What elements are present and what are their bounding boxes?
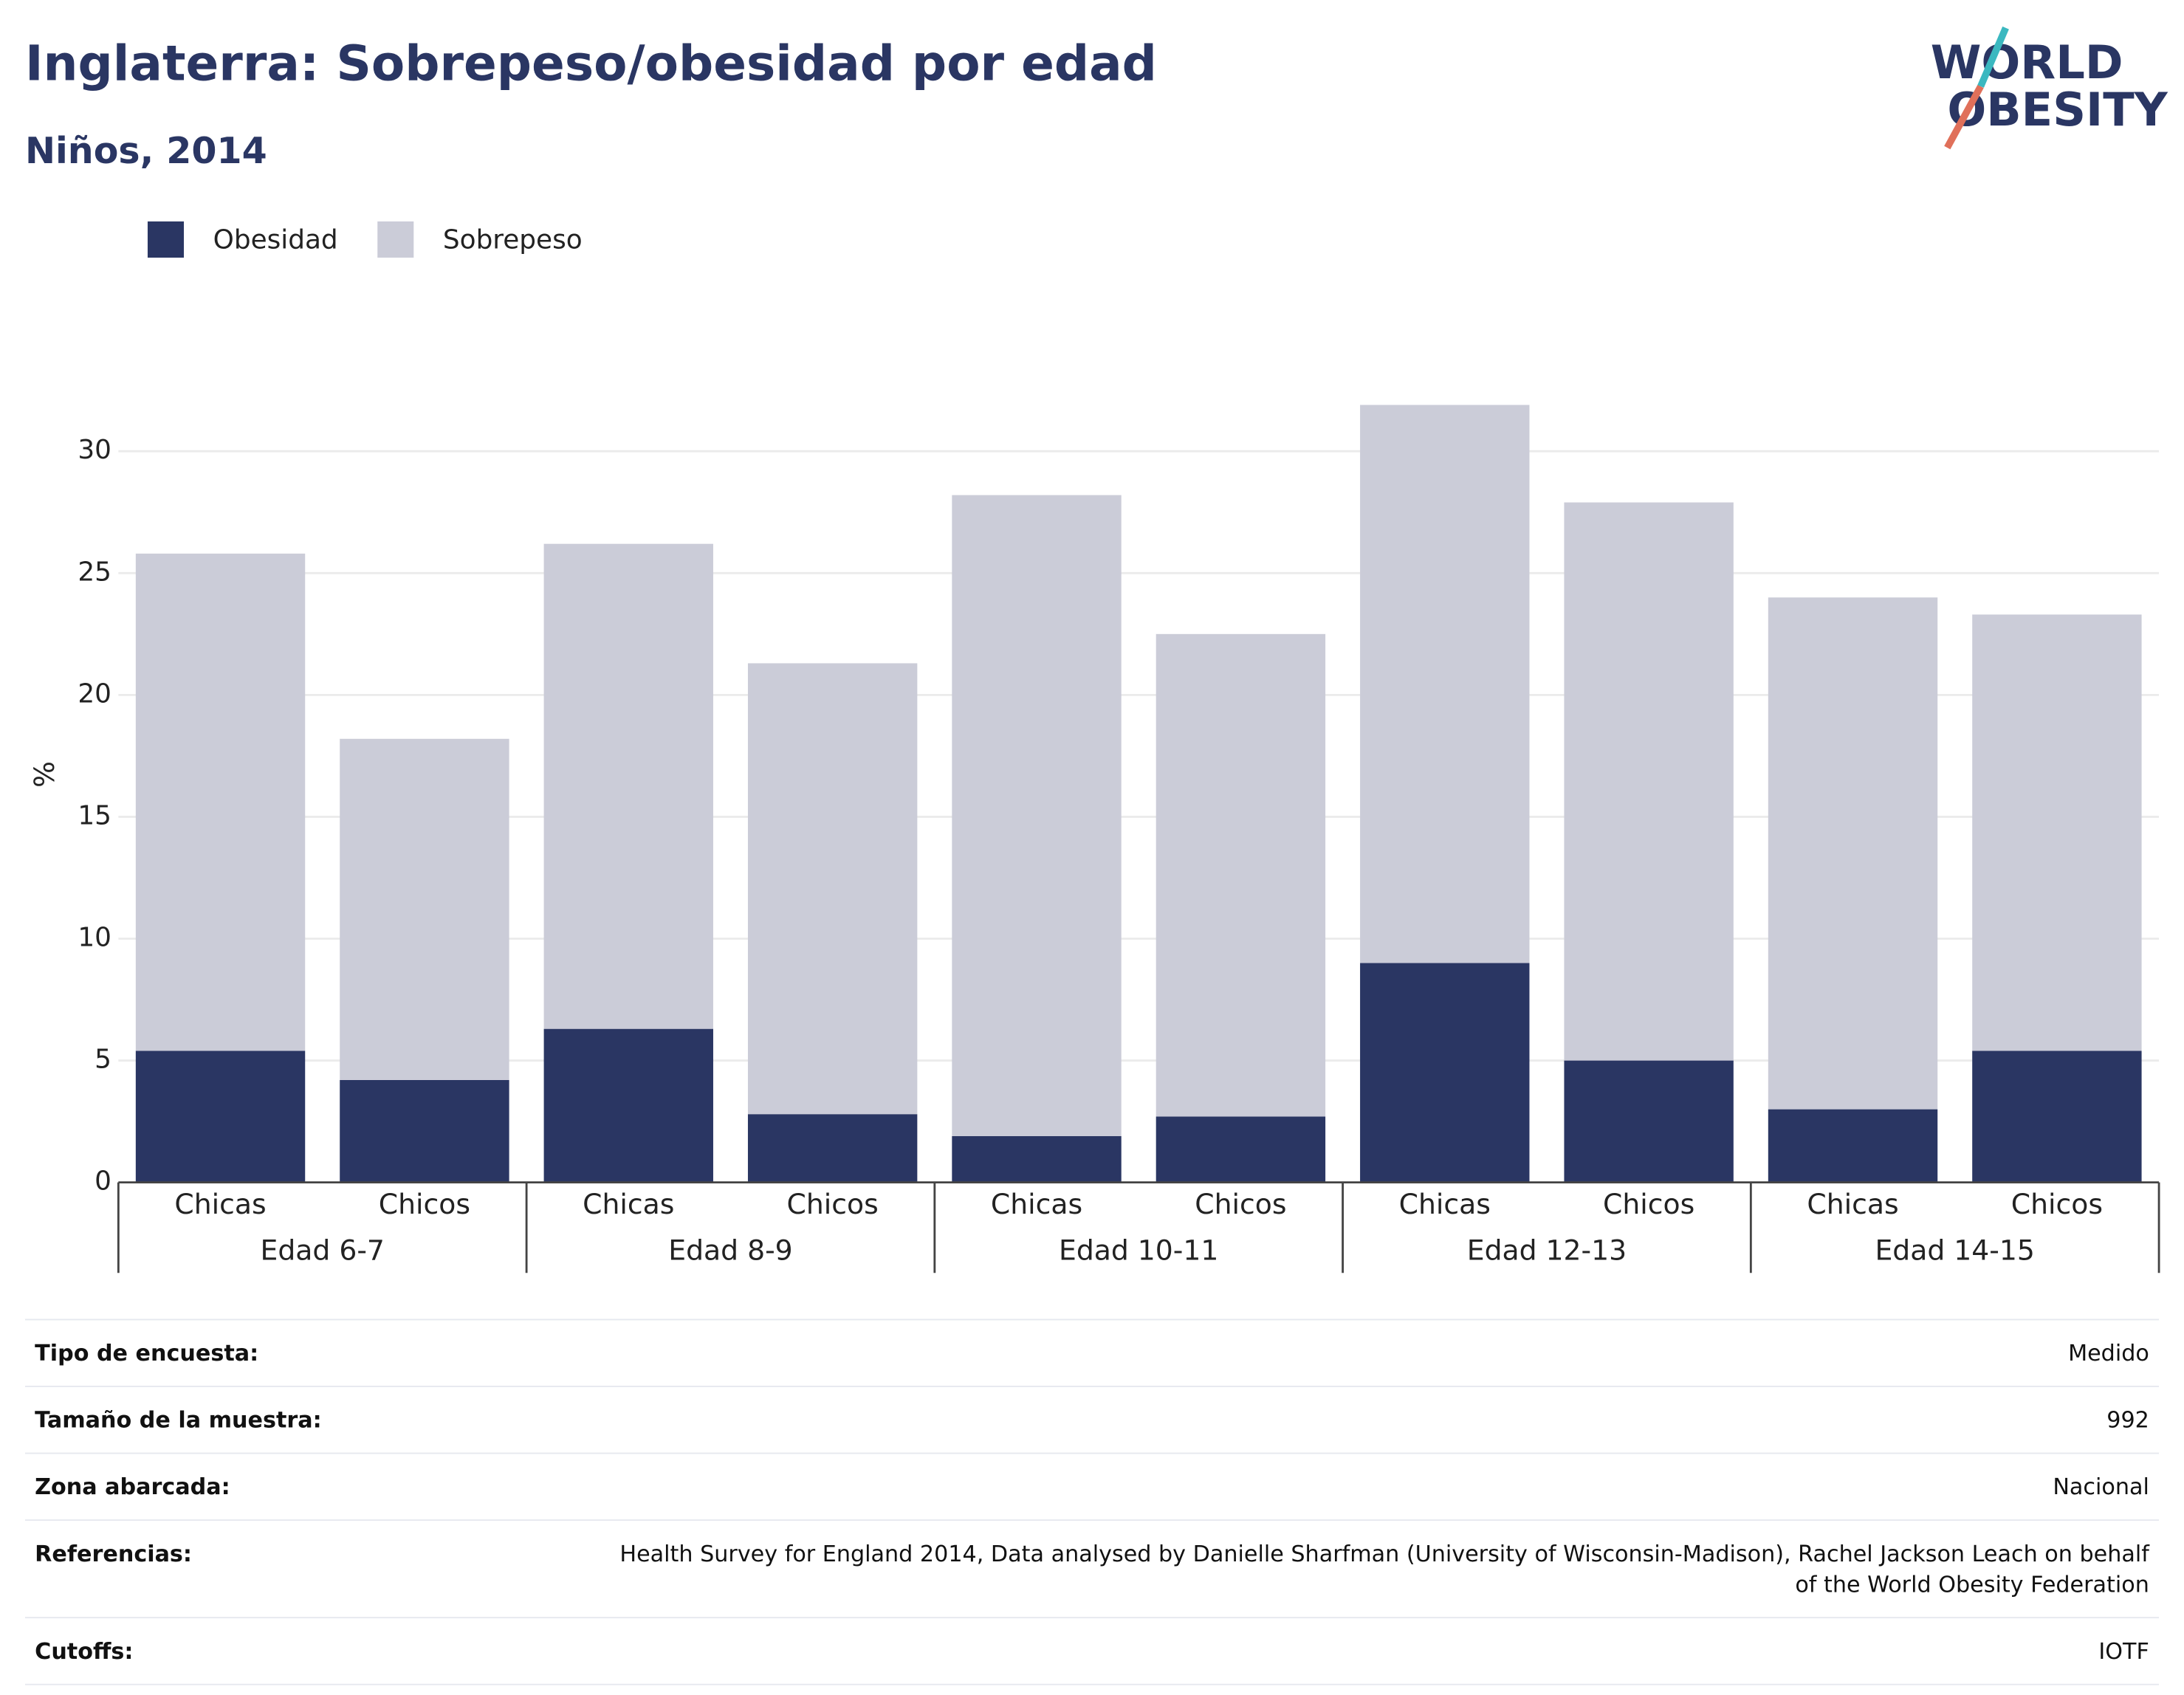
bar-segment xyxy=(1768,597,1938,1110)
row-value: Nacional xyxy=(2053,1473,2149,1500)
logo-text: OBESITY xyxy=(1947,83,2168,137)
y-tick-label: 25 xyxy=(78,557,111,587)
row-label: Cutoffs: xyxy=(35,1637,134,1665)
legend-swatch xyxy=(377,221,414,258)
bar-segment xyxy=(135,553,306,1051)
group-label: Edad 6-7 xyxy=(261,1234,385,1266)
bar-segment xyxy=(952,495,1122,1136)
bar-segment xyxy=(1360,405,1530,963)
x-tick-label: Chicos xyxy=(2011,1188,2103,1220)
x-tick-label: Chicos xyxy=(379,1188,470,1220)
bar-segment xyxy=(1155,1116,1326,1183)
x-tick-label: Chicas xyxy=(1807,1188,1898,1220)
y-axis-label: % xyxy=(28,761,61,788)
x-tick-label: Chicas xyxy=(1399,1188,1491,1220)
y-tick-label: 15 xyxy=(78,800,111,831)
x-tick-label: Chicos xyxy=(1603,1188,1694,1220)
bar-segment xyxy=(1768,1109,1938,1183)
y-tick-label: 30 xyxy=(78,435,111,465)
logo-text: WORLD xyxy=(1931,35,2123,89)
bar-segment xyxy=(543,1028,713,1183)
logo-slash xyxy=(1944,84,1984,150)
bar-segment xyxy=(1972,1051,2142,1183)
table-row: Zona abarcada: Nacional xyxy=(24,1452,2160,1520)
bar-segment xyxy=(1564,1060,1734,1183)
bar-segment xyxy=(340,738,509,1080)
row-label: Tamaño de la muestra: xyxy=(35,1406,322,1434)
y-tick-label: 10 xyxy=(78,923,111,953)
bar-segment xyxy=(543,543,713,1029)
row-value: Medido xyxy=(2068,1339,2149,1366)
chart: Inglaterra: Sobrepeso/obesidad por edad … xyxy=(25,26,2168,1273)
bar-segment xyxy=(952,1135,1122,1183)
legend-label: Obesidad xyxy=(213,224,338,255)
x-tick-label: Chicas xyxy=(174,1188,266,1220)
row-label: Zona abarcada: xyxy=(35,1473,230,1500)
chart-subtitle: Niños, 2014 xyxy=(25,129,267,172)
bar-segment xyxy=(747,1114,918,1183)
legend-swatch xyxy=(147,221,185,258)
table-row: Tamaño de la muestra: 992 xyxy=(24,1386,2160,1453)
y-tick-label: 0 xyxy=(95,1166,111,1197)
group-label: Edad 14-15 xyxy=(1875,1234,2034,1266)
legend-label: Sobrepeso xyxy=(443,224,583,255)
bar-segment xyxy=(1155,633,1326,1117)
bar-segment xyxy=(135,1051,306,1183)
group-label: Edad 10-11 xyxy=(1059,1234,1218,1266)
x-tick-label: Chicos xyxy=(1195,1188,1286,1220)
bar-segment xyxy=(747,663,918,1115)
bar-segment xyxy=(1360,963,1530,1183)
row-value: Health Survey for England 2014, Data ana… xyxy=(619,1540,2149,1598)
group-label: Edad 8-9 xyxy=(668,1234,792,1266)
chart-title: Inglaterra: Sobrepeso/obesidad por edad xyxy=(25,35,1157,92)
row-value: 992 xyxy=(2106,1406,2149,1434)
row-value: IOTF xyxy=(2098,1637,2149,1665)
bar-segment xyxy=(340,1079,509,1183)
table-row: Referencias: Health Survey for England 20… xyxy=(24,1519,2160,1617)
x-tick-label: Chicas xyxy=(583,1188,674,1220)
group-label: Edad 12-13 xyxy=(1467,1234,1627,1266)
table-row: Cutoffs: IOTF xyxy=(24,1617,2160,1685)
x-tick-label: Chicos xyxy=(787,1188,879,1220)
bar-segment xyxy=(1564,502,1734,1061)
logo-slash xyxy=(1977,26,2009,88)
table-row: Tipo de encuesta: Medido xyxy=(24,1318,2160,1386)
x-tick-label: Chicas xyxy=(991,1188,1082,1220)
y-tick-label: 5 xyxy=(95,1045,111,1075)
info-table: Tipo de encuesta: Medido Tamaño de la mues… xyxy=(24,1318,2160,1685)
row-label: Referencias: xyxy=(35,1540,192,1567)
row-label: Tipo de encuesta: xyxy=(35,1339,259,1366)
bar-segment xyxy=(1972,614,2142,1051)
y-tick-label: 20 xyxy=(78,678,111,709)
